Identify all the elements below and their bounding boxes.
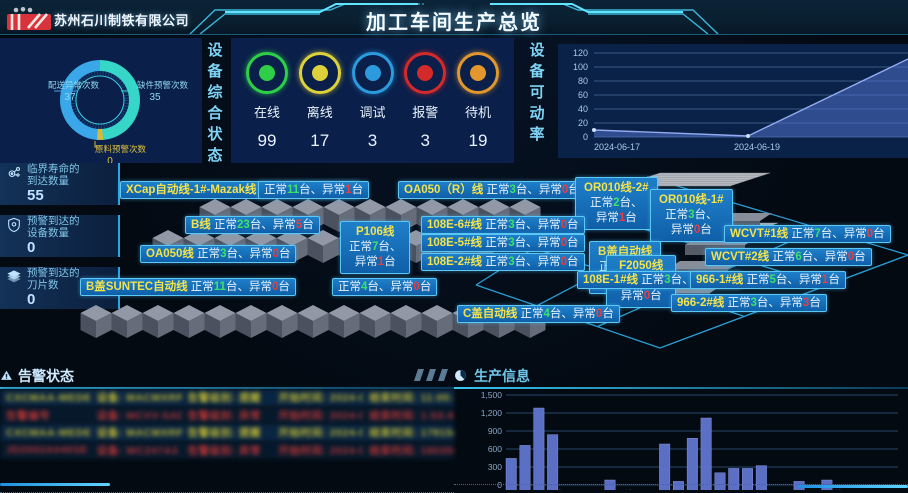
svg-text:原料预警次数: 原料预警次数 [95, 144, 147, 154]
svg-text:600: 600 [488, 444, 502, 454]
svg-text:3号屏OR010线-1#: 3号屏OR010线-1# [576, 489, 646, 490]
svg-text:1,200: 1,200 [481, 408, 503, 418]
svg-text:100: 100 [573, 62, 588, 72]
svg-text:5号屏B线: 5号屏B线 [686, 489, 722, 490]
svg-text:2024-06-17: 2024-06-17 [594, 142, 640, 152]
svg-text:300: 300 [488, 462, 502, 472]
svg-text:缺件预警次数: 缺件预警次数 [137, 80, 189, 90]
svg-text:0: 0 [107, 156, 113, 163]
svg-text:0: 0 [583, 132, 588, 142]
svg-text:35: 35 [149, 92, 161, 103]
svg-text:2号屏966-1#线: 2号屏966-1#线 [506, 489, 563, 490]
svg-text:60: 60 [578, 90, 588, 100]
svg-text:900: 900 [488, 426, 502, 436]
svg-text:20: 20 [578, 118, 588, 128]
svg-text:40: 40 [578, 104, 588, 114]
svg-text:80: 80 [578, 76, 588, 86]
svg-text:37: 37 [64, 92, 76, 103]
svg-text:配送异常次数: 配送异常次数 [48, 80, 100, 90]
svg-text:120: 120 [573, 48, 588, 58]
svg-text:6号屏OA050线: 6号屏OA050线 [786, 489, 843, 490]
svg-text:1,500: 1,500 [481, 390, 503, 400]
svg-text:2024-06-19: 2024-06-19 [734, 142, 780, 152]
